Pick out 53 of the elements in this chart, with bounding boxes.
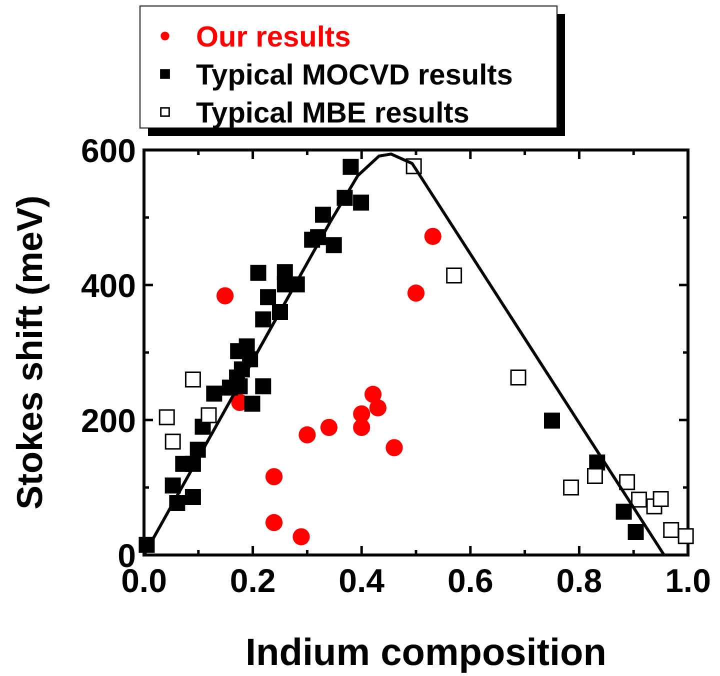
x-axis-title: Indium composition (246, 632, 606, 674)
x-tick-label: 0.6 (447, 562, 494, 599)
legend-label: Typical MOCVD results (196, 59, 513, 92)
point (298, 426, 316, 444)
point (407, 284, 425, 302)
legend-label: Typical MBE results (196, 97, 470, 130)
x-tick-label: 0.4 (338, 562, 386, 599)
x-tick-label: 0.2 (230, 562, 276, 599)
point (200, 407, 217, 424)
point (619, 474, 636, 490)
point (292, 528, 310, 546)
point (206, 386, 222, 402)
point (563, 480, 580, 496)
point (510, 369, 526, 386)
x-tick-label: 0.8 (556, 562, 602, 599)
point (342, 158, 359, 175)
y-tick-label: 400 (80, 266, 136, 304)
point (255, 378, 272, 394)
point (255, 311, 272, 328)
point (265, 468, 283, 486)
point (164, 477, 181, 494)
point (544, 412, 560, 429)
point (265, 514, 283, 532)
point (244, 396, 260, 412)
point (628, 524, 644, 540)
point (326, 237, 342, 254)
y-tick-label: 200 (80, 402, 136, 439)
point (369, 399, 386, 416)
x-tick-label: 1.0 (665, 562, 711, 599)
point (184, 488, 201, 505)
point (364, 386, 382, 403)
point (158, 409, 175, 426)
point (616, 504, 632, 520)
y-axis-title: Stokes shift (meV) (9, 195, 50, 510)
y-tick-label: 600 (80, 132, 136, 169)
point (663, 522, 680, 538)
point (678, 528, 694, 544)
point (320, 418, 338, 436)
point (184, 372, 201, 388)
point (314, 206, 331, 223)
point (631, 492, 648, 508)
point (652, 490, 669, 507)
point (353, 418, 370, 436)
point (260, 289, 276, 306)
point (446, 268, 462, 284)
point (353, 194, 370, 211)
point (216, 287, 234, 304)
point (250, 264, 266, 281)
point (586, 468, 603, 484)
legend-label: Our results (196, 21, 351, 54)
point (164, 434, 181, 450)
point (424, 228, 442, 245)
point (386, 439, 403, 456)
